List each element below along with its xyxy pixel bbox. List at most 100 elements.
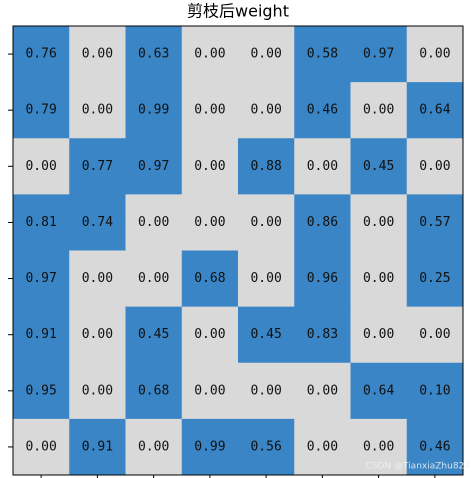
cell-label: 0.97 [363, 47, 394, 62]
cell-label: 0.00 [250, 271, 281, 286]
cell-label: 0.00 [138, 271, 169, 286]
cell [294, 138, 351, 195]
cell [13, 26, 70, 83]
cell [406, 82, 464, 139]
cell-label: 0.00 [82, 103, 113, 118]
cell-label: 0.64 [419, 103, 450, 118]
cell-label: 0.00 [25, 439, 56, 454]
watermark: CSDN @TianxiaZhu824 [365, 462, 470, 472]
cell [294, 306, 351, 364]
cell [350, 26, 408, 83]
cell [406, 26, 464, 83]
cell-label: 0.00 [194, 383, 225, 398]
cell-label: 0.00 [82, 271, 113, 286]
plot-frame [12, 25, 464, 476]
chart-title: 剪枝后weight [187, 2, 289, 21]
cell-label: 0.96 [307, 271, 338, 286]
cell [294, 250, 351, 308]
cell-label: 0.91 [82, 439, 113, 454]
cell [69, 194, 126, 251]
cell [294, 194, 351, 251]
cell-label: 0.88 [250, 159, 281, 174]
cell [238, 138, 295, 195]
cell-label: 0.00 [194, 159, 225, 174]
cell-label: 0.77 [82, 159, 113, 174]
cell-label: 0.45 [250, 327, 281, 342]
cell-label: 0.25 [419, 271, 450, 286]
cell [294, 82, 351, 139]
cell [238, 306, 295, 364]
cell-label: 0.00 [307, 439, 338, 454]
cell-label: 0.00 [419, 47, 450, 62]
cell-label: 0.00 [250, 47, 281, 62]
cell-label: 0.91 [25, 327, 56, 342]
cell [69, 418, 126, 476]
cell [350, 250, 408, 308]
cell-label: 0.45 [138, 327, 169, 342]
cell-label: 0.00 [82, 383, 113, 398]
cell [13, 138, 70, 195]
cell [13, 194, 70, 251]
cell [69, 26, 126, 83]
cell-label: 0.81 [25, 215, 56, 230]
cell [350, 138, 408, 195]
cell-label: 0.68 [138, 383, 169, 398]
cell-label: 0.00 [194, 47, 225, 62]
cell [294, 362, 351, 420]
cell [69, 82, 126, 139]
cell [125, 82, 183, 139]
cell-label: 0.00 [419, 327, 450, 342]
cell-label: 0.46 [307, 103, 338, 118]
cell-label: 0.00 [419, 159, 450, 174]
cell [350, 194, 408, 251]
cell-label: 0.46 [419, 439, 450, 454]
cell [125, 418, 183, 476]
cell-label: 0.00 [307, 159, 338, 174]
cell [125, 306, 183, 364]
cell [69, 250, 126, 308]
cell-label: 0.00 [363, 215, 394, 230]
cell [350, 306, 408, 364]
cell-label: 0.00 [363, 271, 394, 286]
cell-label: 0.99 [194, 439, 225, 454]
cell-label: 0.58 [307, 47, 338, 62]
cell-label: 0.00 [363, 327, 394, 342]
cell-label: 0.74 [82, 215, 113, 230]
cell-label: 0.10 [419, 383, 450, 398]
cell-label: 0.63 [138, 47, 169, 62]
cell [406, 194, 464, 251]
cell-label: 0.00 [363, 439, 394, 454]
cell-label: 0.00 [194, 327, 225, 342]
cell [238, 418, 295, 476]
cell-label: 0.76 [25, 47, 56, 62]
cell [350, 418, 408, 476]
cell [238, 362, 295, 420]
cell [13, 306, 70, 364]
cell-label: 0.97 [25, 271, 56, 286]
cell [181, 306, 239, 364]
cell-label: 0.99 [138, 103, 169, 118]
cell [406, 418, 464, 476]
cell [69, 138, 126, 195]
cell [181, 26, 239, 83]
cell-label: 0.56 [250, 439, 281, 454]
cell-label: 0.00 [250, 103, 281, 118]
cell-label: 0.86 [307, 215, 338, 230]
cell [69, 362, 126, 420]
cell-label: 0.00 [363, 103, 394, 118]
cell-label: 0.00 [138, 439, 169, 454]
cell-label: 0.64 [363, 383, 394, 398]
cell [406, 250, 464, 308]
cell-label: 0.68 [194, 271, 225, 286]
cell-label: 0.00 [194, 215, 225, 230]
cell [13, 418, 70, 476]
cell-label: 0.00 [250, 383, 281, 398]
cell [181, 138, 239, 195]
cell [181, 82, 239, 139]
cell-label: 0.00 [307, 383, 338, 398]
cell-label: 0.95 [25, 383, 56, 398]
cell [125, 362, 183, 420]
cell-label: 0.00 [82, 327, 113, 342]
cell-label: 0.57 [419, 215, 450, 230]
cell [13, 362, 70, 420]
